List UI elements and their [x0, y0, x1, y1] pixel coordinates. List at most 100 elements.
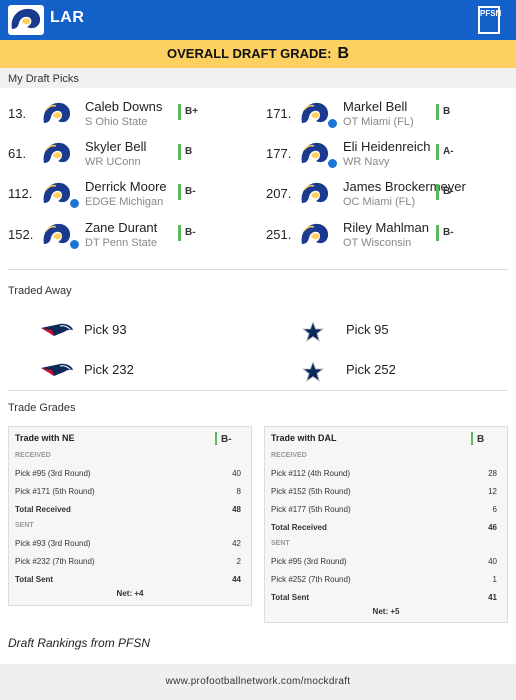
received-row: Pick #171 (5th Round) 8 [15, 487, 241, 496]
trade-title: Trade with DAL [271, 433, 337, 443]
sent-label: SENT [271, 540, 290, 547]
rams-logo-icon [300, 140, 330, 168]
player-name: Eli Heidenreich [343, 139, 431, 154]
pick-number: 207. [266, 186, 292, 201]
sent-label: SENT [15, 522, 34, 529]
pick-number: 112. [8, 186, 33, 201]
grade-indicator-bar [436, 144, 439, 160]
draft-pick-item[interactable]: 171. Markel Bell OT Miami (FL) B [266, 99, 506, 136]
overall-grade-label: OVERALL DRAFT GRADE: [167, 46, 332, 61]
rams-logo-icon [300, 221, 330, 249]
sent-row: Pick #252 (7th Round) 1 [271, 575, 497, 584]
my-picks-title: My Draft Picks [8, 73, 79, 85]
player-name: Caleb Downs [85, 99, 163, 114]
rams-logo-icon [42, 180, 72, 208]
traded-pick-label: Pick 232 [84, 362, 134, 377]
grade-indicator-bar [471, 432, 473, 445]
pick-grade: B- [185, 227, 196, 238]
my-picks-header-band [0, 68, 516, 88]
player-position-school: WR Navy [343, 156, 390, 168]
grade-indicator-bar [178, 144, 181, 160]
rams-logo-icon [300, 180, 330, 208]
player-position-school: OC Miami (FL) [343, 196, 416, 208]
grade-indicator-bar [178, 104, 181, 120]
trade-grade: B- [221, 434, 232, 445]
pick-grade: A- [443, 146, 454, 157]
sent-row: Pick #95 (3rd Round) 40 [271, 557, 497, 566]
pick-number: 152. [8, 227, 34, 242]
pick-grade: B [185, 146, 193, 157]
draft-pick-item[interactable]: 177. Eli Heidenreich WR Navy A- [266, 139, 506, 176]
traded-pick-item: Pick 93 [40, 320, 200, 342]
traded-pick-label: Pick 252 [346, 362, 396, 377]
trade-title: Trade with NE [15, 433, 75, 443]
footer: www.profootballnetwork.com/mockdraft [0, 664, 516, 700]
traded-pick-label: Pick 93 [84, 322, 127, 337]
rams-logo-icon [42, 140, 72, 168]
draft-pick-item[interactable]: 112. Derrick Moore EDGE Michigan B- [8, 179, 248, 216]
trade-card: Trade with DAL B RECEIVED Pick #112 (4th Ro… [264, 426, 508, 623]
received-label: RECEIVED [271, 452, 307, 459]
sent-row: Pick #232 (7th Round) 2 [15, 557, 241, 566]
draft-pick-item[interactable]: 207. James Brockermeyer OC Miami (FL) B- [266, 179, 506, 216]
overall-grade-value: B [337, 45, 349, 62]
received-label: RECEIVED [15, 452, 51, 459]
sent-row: Pick #93 (3rd Round) 42 [15, 539, 241, 548]
player-badge-icon [68, 197, 81, 210]
player-position-school: DT Penn State [85, 237, 157, 249]
draft-pick-item[interactable]: 152. Zane Durant DT Penn State B- [8, 220, 248, 257]
total-received-row: Total Received 46 [271, 523, 497, 532]
received-row: Pick #177 (5th Round) 6 [271, 505, 497, 514]
trade-net: Net: +5 [372, 607, 400, 616]
player-name: Zane Durant [85, 220, 158, 235]
traded-away-title: Traded Away [8, 285, 72, 297]
divider [8, 390, 508, 391]
pfsn-logo: PFSN [478, 6, 501, 34]
pick-grade: B- [185, 186, 196, 197]
pick-number: 177. [266, 146, 292, 161]
player-position-school: OT Wisconsin [343, 237, 412, 249]
team-abbreviation: LAR [50, 9, 85, 26]
pick-number: 171. [266, 106, 292, 121]
player-position-school: EDGE Michigan [85, 196, 164, 208]
pick-grade: B [443, 106, 451, 117]
pick-number: 13. [8, 106, 27, 121]
rams-logo-icon [300, 100, 330, 128]
received-row: Pick #95 (3rd Round) 40 [15, 469, 241, 478]
player-position-school: WR UConn [85, 156, 141, 168]
total-sent-row: Total Sent 41 [271, 593, 497, 602]
total-sent-row: Total Sent 44 [15, 575, 241, 584]
player-position-school: OT Miami (FL) [343, 116, 414, 128]
total-received-row: Total Received 48 [15, 505, 241, 514]
rams-logo [8, 5, 44, 35]
player-position-school: S Ohio State [85, 116, 148, 128]
grade-indicator-bar [215, 432, 217, 445]
grade-indicator-bar [436, 225, 439, 241]
player-name: Riley Mahlman [343, 220, 429, 235]
player-name: James Brockermeyer [343, 179, 466, 194]
player-name: Markel Bell [343, 99, 408, 114]
pick-grade: B+ [185, 106, 199, 117]
trade-card: Trade with NE B- RECEIVED Pick #95 (3rd Rou… [8, 426, 252, 606]
pick-grade: B- [443, 227, 454, 238]
trade-grades-title: Trade Grades [8, 402, 76, 414]
received-row: Pick #152 (5th Round) 12 [271, 487, 497, 496]
player-badge-icon [326, 117, 339, 130]
traded-pick-label: Pick 95 [346, 322, 389, 337]
trade-net: Net: +4 [116, 589, 144, 598]
trade-grade: B [477, 434, 485, 445]
draft-pick-item[interactable]: 61. Skyler Bell WR UConn B [8, 139, 248, 176]
received-row: Pick #112 (4th Round) 28 [271, 469, 497, 478]
traded-pick-item: Pick 252 [302, 360, 462, 382]
grade-indicator-bar [436, 184, 439, 200]
player-badge-icon [326, 157, 339, 170]
top-bar: LAR PFSN [0, 0, 516, 40]
grade-indicator-bar [436, 104, 439, 120]
traded-pick-item: Pick 232 [40, 360, 200, 382]
footer-url-link[interactable]: www.profootballnetwork.com/mockdraft [165, 676, 351, 687]
pick-number: 61. [8, 146, 27, 161]
draft-pick-item[interactable]: 13. Caleb Downs S Ohio State B+ [8, 99, 248, 136]
grade-indicator-bar [178, 184, 181, 200]
divider [8, 269, 508, 270]
draft-pick-item[interactable]: 251. Riley Mahlman OT Wisconsin B- [266, 220, 506, 257]
